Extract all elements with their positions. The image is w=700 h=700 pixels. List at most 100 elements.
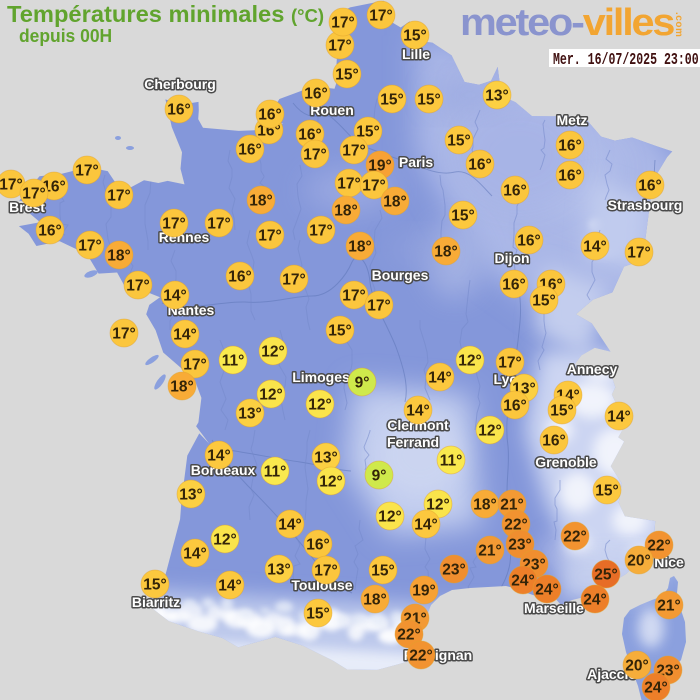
svg-text:17°: 17° [627, 245, 650, 262]
svg-text:25°: 25° [594, 567, 617, 584]
svg-text:Dijon: Dijon [495, 250, 530, 266]
svg-text:17°: 17° [314, 563, 337, 580]
svg-text:12°: 12° [261, 344, 284, 361]
svg-text:17°: 17° [309, 223, 332, 240]
svg-text:17°: 17° [75, 163, 98, 180]
svg-text:14°: 14° [607, 409, 630, 426]
svg-text:16°: 16° [304, 86, 327, 103]
svg-text:16°: 16° [558, 138, 581, 155]
svg-text:22°: 22° [647, 538, 670, 555]
svg-text:24°: 24° [511, 573, 534, 590]
svg-text:17°: 17° [282, 272, 305, 289]
svg-text:15°: 15° [380, 92, 403, 109]
svg-text:17°: 17° [0, 177, 23, 194]
svg-text:14°: 14° [278, 517, 301, 534]
svg-text:15°: 15° [356, 124, 379, 141]
svg-text:17°: 17° [328, 38, 351, 55]
svg-text:16°: 16° [558, 168, 581, 185]
svg-text:16°: 16° [258, 107, 281, 124]
svg-text:12°: 12° [319, 474, 342, 491]
svg-text:16°: 16° [306, 537, 329, 554]
svg-text:15°: 15° [595, 483, 618, 500]
svg-text:12°: 12° [426, 497, 449, 514]
svg-text:17°: 17° [258, 228, 281, 245]
svg-text:12°: 12° [213, 532, 236, 549]
svg-text:14°: 14° [583, 239, 606, 256]
svg-text:24°: 24° [535, 582, 558, 599]
svg-text:11°: 11° [440, 453, 463, 470]
svg-text:14°: 14° [414, 517, 437, 534]
svg-text:12°: 12° [478, 423, 501, 440]
svg-text:Grenoble: Grenoble [535, 454, 597, 470]
svg-text:18°: 18° [348, 239, 371, 256]
svg-text:9°: 9° [372, 468, 387, 485]
svg-text:18°: 18° [334, 203, 357, 220]
svg-text:9°: 9° [355, 375, 370, 392]
svg-text:14°: 14° [207, 448, 230, 465]
svg-text:Cherbourg: Cherbourg [144, 76, 216, 92]
svg-text:23°: 23° [442, 562, 465, 579]
svg-text:21°: 21° [478, 543, 501, 560]
svg-text:16°: 16° [228, 269, 251, 286]
svg-text:Strasbourg: Strasbourg [608, 197, 683, 213]
svg-text:16°: 16° [238, 142, 261, 159]
svg-text:16°: 16° [468, 157, 491, 174]
svg-text:12°: 12° [308, 397, 331, 414]
svg-text:17°: 17° [107, 188, 130, 205]
svg-text:17°: 17° [22, 186, 45, 203]
svg-text:12°: 12° [259, 387, 282, 404]
svg-text:16°: 16° [503, 398, 526, 415]
svg-text:17°: 17° [162, 216, 185, 233]
svg-text:Metz: Metz [556, 112, 587, 128]
svg-text:22°: 22° [504, 517, 527, 534]
svg-text:17°: 17° [362, 178, 385, 195]
svg-text:20°: 20° [627, 553, 650, 570]
svg-text:15°: 15° [447, 133, 470, 150]
svg-text:15°: 15° [335, 67, 358, 84]
svg-text:16°: 16° [503, 183, 526, 200]
svg-text:Paris: Paris [399, 154, 433, 170]
svg-text:19°: 19° [368, 158, 391, 175]
svg-text:17°: 17° [369, 8, 392, 25]
svg-text:15°: 15° [371, 563, 394, 580]
svg-text:16°: 16° [638, 178, 661, 195]
svg-text:16°: 16° [167, 102, 190, 119]
svg-text:21°: 21° [500, 497, 523, 514]
svg-text:12°: 12° [458, 353, 481, 370]
svg-text:22°: 22° [397, 627, 420, 644]
svg-text:15°: 15° [403, 28, 426, 45]
svg-text:18°: 18° [434, 244, 457, 261]
svg-text:13°: 13° [485, 88, 508, 105]
svg-text:Bordeaux: Bordeaux [191, 462, 256, 478]
svg-text:17°: 17° [78, 238, 101, 255]
svg-text:15°: 15° [550, 403, 573, 420]
svg-text:16°: 16° [298, 127, 321, 144]
svg-text:15°: 15° [417, 92, 440, 109]
svg-text:13°: 13° [267, 562, 290, 579]
svg-text:14°: 14° [406, 403, 429, 420]
svg-text:18°: 18° [249, 193, 272, 210]
svg-text:16°: 16° [502, 277, 525, 294]
svg-text:14°: 14° [428, 370, 451, 387]
svg-text:13°: 13° [314, 450, 337, 467]
svg-text:Marseille: Marseille [524, 600, 584, 616]
svg-text:15°: 15° [306, 606, 329, 623]
svg-text:18°: 18° [363, 592, 386, 609]
svg-text:17°: 17° [337, 176, 360, 193]
svg-text:11°: 11° [222, 353, 245, 370]
svg-text:16°: 16° [38, 223, 61, 240]
svg-text:14°: 14° [218, 578, 241, 595]
svg-text:11°: 11° [264, 464, 287, 481]
svg-text:Annecy: Annecy [567, 361, 618, 377]
svg-text:Bourges: Bourges [372, 267, 429, 283]
svg-text:14°: 14° [183, 546, 206, 563]
svg-text:17°: 17° [183, 357, 206, 374]
svg-text:19°: 19° [412, 583, 435, 600]
svg-text:Lille: Lille [402, 46, 430, 62]
svg-text:17°: 17° [342, 143, 365, 160]
svg-text:Limoges: Limoges [292, 369, 350, 385]
svg-text:15°: 15° [451, 208, 474, 225]
svg-text:17°: 17° [126, 278, 149, 295]
svg-text:23°: 23° [508, 537, 531, 554]
svg-text:Clermont: Clermont [387, 417, 449, 433]
